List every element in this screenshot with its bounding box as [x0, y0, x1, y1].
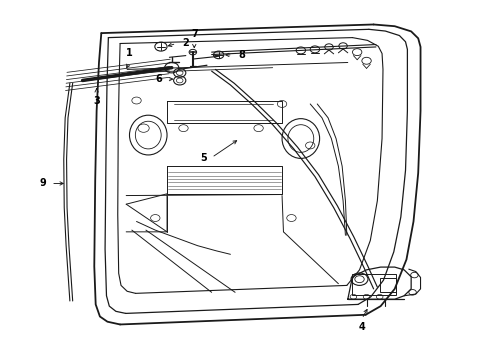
- Text: 7: 7: [190, 30, 197, 39]
- Text: 6: 6: [155, 74, 162, 84]
- Text: 8: 8: [238, 50, 245, 60]
- Text: 9: 9: [40, 179, 46, 188]
- Bar: [351, 274, 395, 295]
- Text: 1: 1: [126, 48, 133, 58]
- Text: 4: 4: [358, 322, 365, 332]
- Text: 5: 5: [200, 153, 206, 162]
- Bar: [379, 278, 395, 292]
- Text: 3: 3: [93, 96, 100, 106]
- Text: 2: 2: [182, 39, 188, 49]
